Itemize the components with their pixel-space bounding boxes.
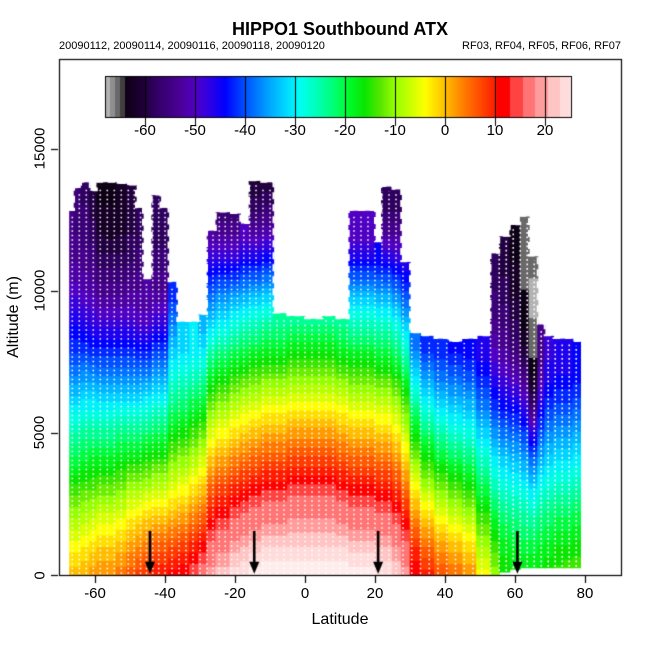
colorbar-tick-label: -10 <box>384 122 406 139</box>
x-tick-label: 80 <box>576 585 594 602</box>
colorbar-tick-label: -40 <box>234 122 256 139</box>
colorbar-tick-label: -20 <box>334 122 356 139</box>
x-tick-label: 20 <box>366 585 384 602</box>
x-tick-label: 60 <box>506 585 524 602</box>
x-tick-label: -60 <box>84 585 106 602</box>
x-tick-label: -20 <box>224 585 246 602</box>
colorbar-tick-label: 0 <box>440 122 450 139</box>
colorbar-tick-label: -30 <box>284 122 306 139</box>
x-tick-label: 0 <box>300 585 310 602</box>
subtitle-dates: 20090112, 20090114, 20090116, 20090118, … <box>59 40 325 52</box>
colorbar-tick-label: -50 <box>184 122 206 139</box>
colorbar-tick-label: 20 <box>536 122 554 139</box>
colorbar-tick-label: -60 <box>134 122 156 139</box>
subtitle-flights: RF03, RF04, RF05, RF06, RF07 <box>462 40 621 52</box>
x-axis-label: Latitude <box>311 611 369 628</box>
x-tick-label: 40 <box>436 585 454 602</box>
x-tick-label: -40 <box>154 585 176 602</box>
chart-title: HIPPO1 Southbound ATX <box>232 19 448 39</box>
colorbar-tick-label: 10 <box>486 122 504 139</box>
